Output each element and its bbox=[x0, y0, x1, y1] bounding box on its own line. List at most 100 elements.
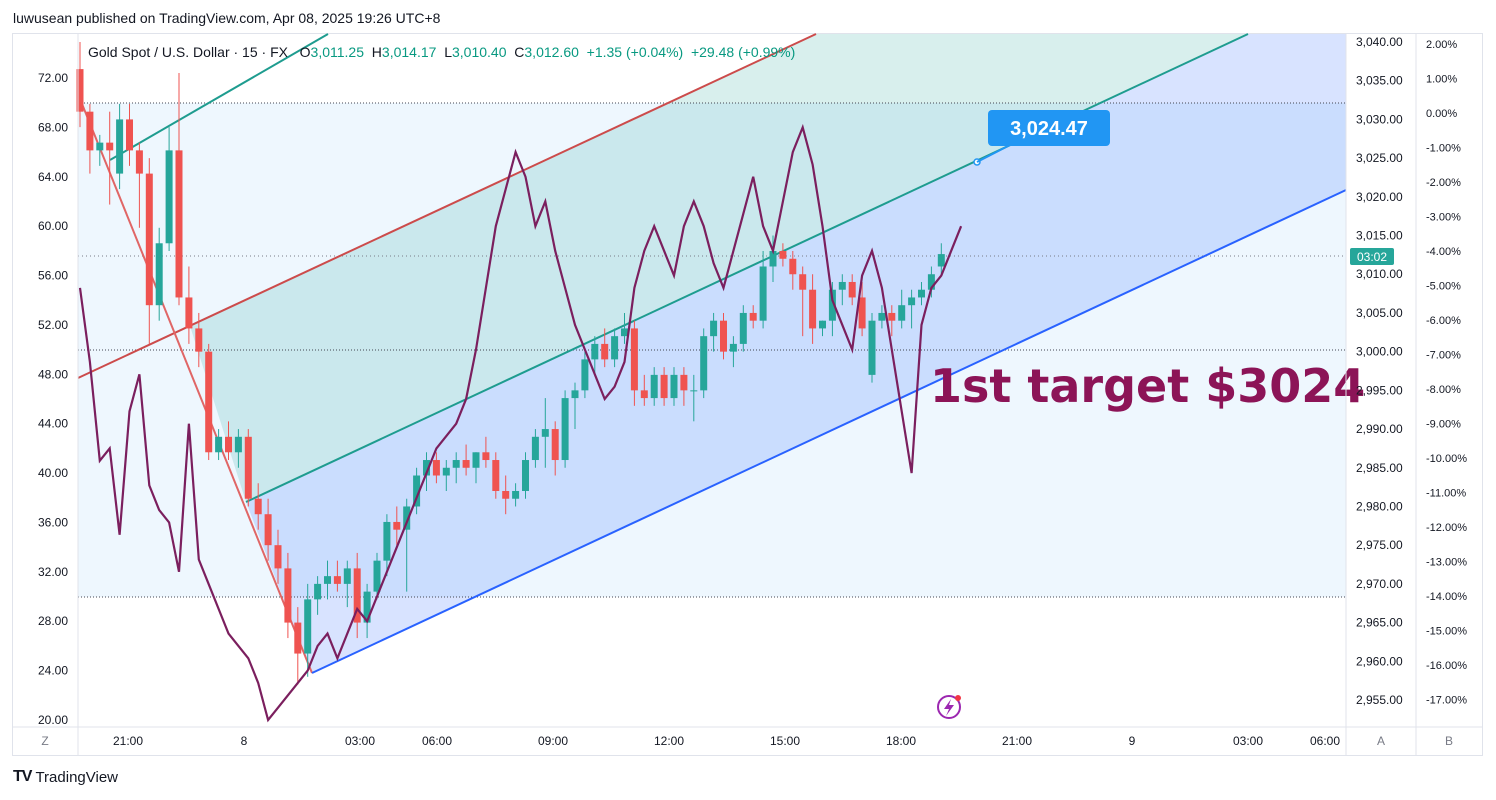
candle-body bbox=[333, 576, 341, 584]
legend-open-label: O bbox=[299, 44, 311, 60]
tradingview-logo[interactable]: TV TradingView bbox=[13, 768, 118, 786]
downtrend-line[interactable] bbox=[77, 93, 313, 674]
price-tick-label: 2,975.00 bbox=[1356, 538, 1403, 552]
legend-change: +1.35 (+0.04%) bbox=[586, 44, 684, 60]
pct-tick-label: -13.00% bbox=[1426, 557, 1467, 569]
candle-body bbox=[690, 390, 698, 392]
price-tick-label: 3,015.00 bbox=[1356, 229, 1403, 243]
legend-symbol[interactable]: Gold Spot / U.S. Dollar · 15 · FX bbox=[88, 44, 288, 60]
candle-body bbox=[759, 266, 767, 321]
lightning-icon[interactable] bbox=[937, 695, 961, 719]
channel-fills bbox=[78, 34, 1346, 722]
candle-body bbox=[868, 320, 876, 375]
candle-body bbox=[324, 576, 331, 584]
candle-body bbox=[274, 545, 282, 569]
candle-body bbox=[819, 320, 826, 329]
price-tick-label: 3,010.00 bbox=[1356, 267, 1403, 281]
candle-body bbox=[234, 436, 242, 453]
candle-body bbox=[373, 560, 381, 592]
pct-scale-button[interactable]: B bbox=[1445, 734, 1453, 748]
pct-tick-label: -7.00% bbox=[1426, 350, 1461, 362]
osc-tick-label: 68.00 bbox=[38, 120, 68, 134]
chart-frame[interactable] bbox=[12, 33, 1483, 756]
channel-fill-green bbox=[190, 34, 1248, 502]
pct-tick-label: -9.00% bbox=[1426, 419, 1461, 431]
osc-tick-label: 40.00 bbox=[38, 466, 68, 480]
candle-body bbox=[244, 436, 252, 499]
candle-body bbox=[304, 599, 312, 654]
candle-body bbox=[700, 336, 708, 391]
price-tick-label: 2,960.00 bbox=[1356, 654, 1403, 668]
candle-body bbox=[175, 150, 183, 298]
candle-body bbox=[284, 568, 292, 623]
auto-scale-button[interactable]: A bbox=[1377, 734, 1385, 748]
candle-body bbox=[769, 251, 777, 267]
candle-body bbox=[749, 312, 757, 321]
target-label-box[interactable] bbox=[988, 110, 1110, 146]
price-tick-label: 3,000.00 bbox=[1356, 345, 1403, 359]
legend-low: 3,010.40 bbox=[451, 44, 507, 60]
candle-body bbox=[86, 111, 94, 151]
candle-body bbox=[630, 328, 638, 391]
osc-tick-label: 44.00 bbox=[38, 417, 68, 431]
time-tick-label: 12:00 bbox=[654, 734, 684, 748]
price-tick-label: 2,970.00 bbox=[1356, 577, 1403, 591]
time-tick-label: 06:00 bbox=[1310, 734, 1340, 748]
candle-body bbox=[492, 460, 500, 491]
channel-fill-blue bbox=[246, 34, 1346, 673]
candle-body bbox=[611, 336, 619, 360]
pct-tick-label: -10.00% bbox=[1426, 453, 1467, 465]
channel-line-red[interactable] bbox=[77, 33, 817, 379]
candle-body bbox=[581, 359, 589, 391]
candle-body bbox=[442, 467, 450, 476]
pct-tick-label: -4.00% bbox=[1426, 246, 1461, 258]
price-axis[interactable]: 3,040.00 3,035.00 3,030.00 3,025.00 3,020.00… bbox=[1356, 35, 1403, 707]
legend-low-label: L bbox=[444, 44, 452, 60]
candle-body bbox=[126, 119, 133, 151]
candle-body bbox=[195, 328, 203, 352]
time-tick-label: 21:00 bbox=[113, 734, 143, 748]
candle-body bbox=[116, 119, 124, 174]
candle-body bbox=[541, 429, 549, 437]
candle-body bbox=[472, 452, 480, 468]
candle-body bbox=[531, 436, 539, 461]
osc-tick-label: 64.00 bbox=[38, 170, 68, 184]
candle-body bbox=[145, 173, 153, 306]
candle-body bbox=[848, 281, 856, 298]
oscillator-axis: 72.00 68.00 64.00 60.00 56.00 52.00 48.00 44.00… bbox=[38, 71, 68, 727]
time-tick-label: 03:00 bbox=[1233, 734, 1263, 748]
candle-body bbox=[383, 521, 391, 561]
candle-body bbox=[106, 142, 114, 151]
percent-axis[interactable]: 2.00% 1.00% 0.00% -1.00% -2.00% -3.00% -4.00% -… bbox=[1426, 39, 1467, 707]
countdown-badge bbox=[1350, 248, 1394, 265]
candle-body bbox=[215, 436, 223, 453]
candle-body bbox=[640, 390, 648, 399]
price-tick-label: 3,025.00 bbox=[1356, 151, 1403, 165]
candle-body bbox=[502, 490, 510, 499]
candle-body bbox=[779, 251, 787, 259]
candle-body bbox=[294, 622, 302, 654]
time-tick-label: 9 bbox=[1129, 734, 1136, 748]
candle-body bbox=[551, 429, 559, 461]
candle-body bbox=[76, 69, 84, 112]
candle-body bbox=[809, 289, 817, 329]
time-axis[interactable]: 21:00 8 03:00 06:00 09:00 12:00 15:00 18:00 21:0… bbox=[113, 734, 1340, 748]
candle-body bbox=[710, 320, 718, 337]
candle-body bbox=[185, 297, 193, 329]
osc-tick-label: 20.00 bbox=[38, 713, 68, 727]
candle-body bbox=[96, 142, 104, 151]
time-tick-label: 06:00 bbox=[422, 734, 452, 748]
candle-body bbox=[423, 460, 430, 476]
channel-line-blue[interactable] bbox=[311, 189, 1347, 674]
candle-body bbox=[155, 243, 163, 306]
zoom-reset-button[interactable]: Z bbox=[41, 734, 48, 748]
candle-body bbox=[888, 312, 896, 321]
candle-body bbox=[254, 498, 262, 515]
candle-body bbox=[432, 460, 440, 476]
candle-body bbox=[858, 297, 866, 329]
pct-tick-label: -5.00% bbox=[1426, 281, 1461, 293]
time-tick-label: 18:00 bbox=[886, 734, 916, 748]
candle-body bbox=[135, 150, 143, 174]
channel-line-teal-upper[interactable] bbox=[109, 33, 329, 161]
